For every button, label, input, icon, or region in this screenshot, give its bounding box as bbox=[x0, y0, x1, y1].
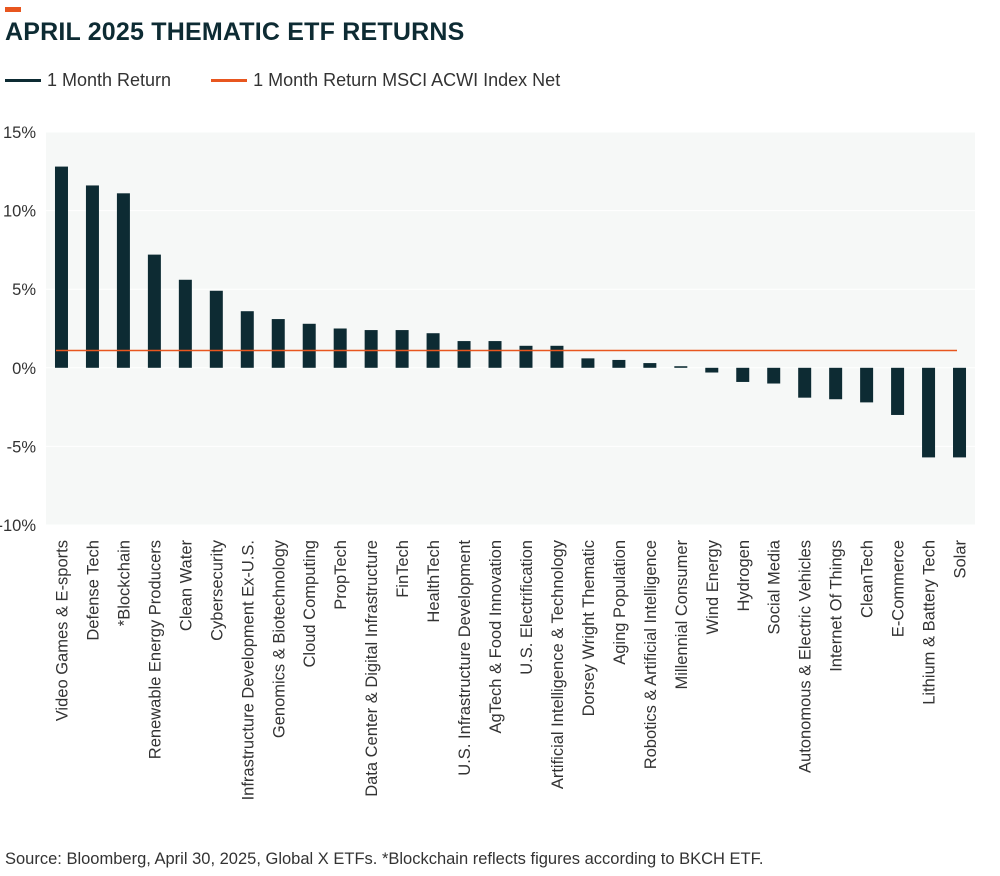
x-tick-label: Dorsey Wright Thematic bbox=[580, 540, 598, 716]
x-tick-label: Robotics & Artificial Intelligence bbox=[642, 540, 660, 769]
x-tick-label: Millennial Consumer bbox=[673, 540, 691, 690]
x-tick-label: Autonomous & Electric Vehicles bbox=[797, 540, 815, 773]
bar-chart: 15% 10% 5% 0% -5% -10% Video Games & E-sports D… bbox=[0, 124, 975, 800]
bar bbox=[395, 330, 409, 368]
bar bbox=[302, 323, 316, 368]
x-tick-label: *Blockchain bbox=[115, 540, 133, 626]
bar bbox=[922, 367, 936, 458]
bar bbox=[457, 341, 471, 368]
x-tick-label: Defense Tech bbox=[84, 540, 102, 641]
legend-item-series: 1 Month Return bbox=[5, 70, 171, 91]
legend-label-benchmark: 1 Month Return MSCI ACWI Index Net bbox=[253, 70, 561, 90]
plot-background bbox=[46, 132, 975, 525]
bar bbox=[488, 341, 502, 368]
x-tick-label: Genomics & Biotechnology bbox=[270, 539, 288, 738]
title-accent-bar bbox=[5, 7, 21, 12]
legend-label-series: 1 Month Return bbox=[47, 70, 172, 90]
x-tick-label: Social Media bbox=[766, 539, 784, 634]
x-tick-label: Artificial Intelligence & Technology bbox=[549, 539, 567, 789]
x-tick-label: Infrastructure Development Ex-U.S. bbox=[239, 540, 257, 800]
bar bbox=[705, 367, 719, 373]
bar bbox=[116, 193, 130, 368]
x-tick-label: Clean Water bbox=[177, 540, 195, 632]
bar bbox=[85, 185, 99, 368]
bar bbox=[643, 363, 657, 368]
legend: 1 Month Return 1 Month Return MSCI ACWI … bbox=[5, 70, 600, 91]
x-tick-label: U.S. Infrastructure Development bbox=[456, 540, 474, 776]
bar bbox=[178, 279, 192, 368]
legend-item-benchmark: 1 Month Return MSCI ACWI Index Net bbox=[211, 70, 560, 91]
bar bbox=[860, 367, 874, 403]
bar bbox=[612, 359, 626, 368]
bar bbox=[271, 319, 285, 368]
y-tick-label: -10% bbox=[0, 517, 36, 535]
x-tick-label: Aging Population bbox=[611, 540, 629, 665]
bar bbox=[829, 367, 843, 400]
x-tick-label: Hydrogen bbox=[735, 540, 753, 612]
bar bbox=[581, 358, 595, 368]
bar bbox=[550, 345, 564, 368]
bar bbox=[364, 330, 378, 368]
x-tick-label: HealthTech bbox=[425, 540, 443, 623]
y-tick-label: 15% bbox=[3, 124, 36, 142]
x-tick-label: Lithium & Battery Tech bbox=[921, 540, 939, 705]
x-tick-label: CleanTech bbox=[859, 540, 877, 618]
source-note: Source: Bloomberg, April 30, 2025, Globa… bbox=[5, 850, 764, 868]
bar bbox=[147, 254, 161, 368]
x-tick-label: Data Center & Digital Infrastructure bbox=[363, 540, 381, 797]
bar bbox=[333, 328, 347, 368]
y-tick-label: 10% bbox=[3, 203, 36, 221]
bar bbox=[891, 367, 905, 415]
x-tick-label: Wind Energy bbox=[704, 539, 722, 634]
bar bbox=[798, 367, 812, 398]
x-tick-label: AgTech & Food Innovation bbox=[487, 540, 505, 734]
x-tick-label: E-Commerce bbox=[890, 540, 908, 637]
x-tick-label: Renewable Energy Producers bbox=[146, 540, 164, 759]
chart-title: APRIL 2025 THEMATIC ETF RETURNS bbox=[5, 18, 465, 46]
x-tick-label: U.S. Electrification bbox=[518, 540, 536, 675]
bar bbox=[953, 367, 967, 458]
y-tick-label: 5% bbox=[12, 281, 36, 299]
bar bbox=[674, 366, 688, 368]
x-tick-label: Video Games & E-sports bbox=[53, 540, 71, 721]
bar bbox=[209, 290, 223, 368]
legend-swatch-benchmark bbox=[211, 79, 248, 82]
x-tick-label: Solar bbox=[952, 540, 970, 579]
x-tick-label: Internet Of Things bbox=[828, 540, 846, 672]
x-tick-label: PropTech bbox=[332, 540, 350, 610]
bar bbox=[736, 367, 750, 382]
x-tick-label: FinTech bbox=[394, 540, 412, 598]
legend-swatch-series bbox=[5, 79, 41, 82]
y-tick-label: -5% bbox=[7, 438, 37, 456]
bar bbox=[54, 166, 68, 368]
bar bbox=[519, 345, 533, 368]
x-tick-label: Cloud Computing bbox=[301, 540, 319, 668]
bar bbox=[240, 311, 254, 368]
x-tick-label: Cybersecurity bbox=[208, 539, 226, 641]
bar bbox=[767, 367, 781, 384]
y-tick-label: 0% bbox=[12, 360, 36, 378]
